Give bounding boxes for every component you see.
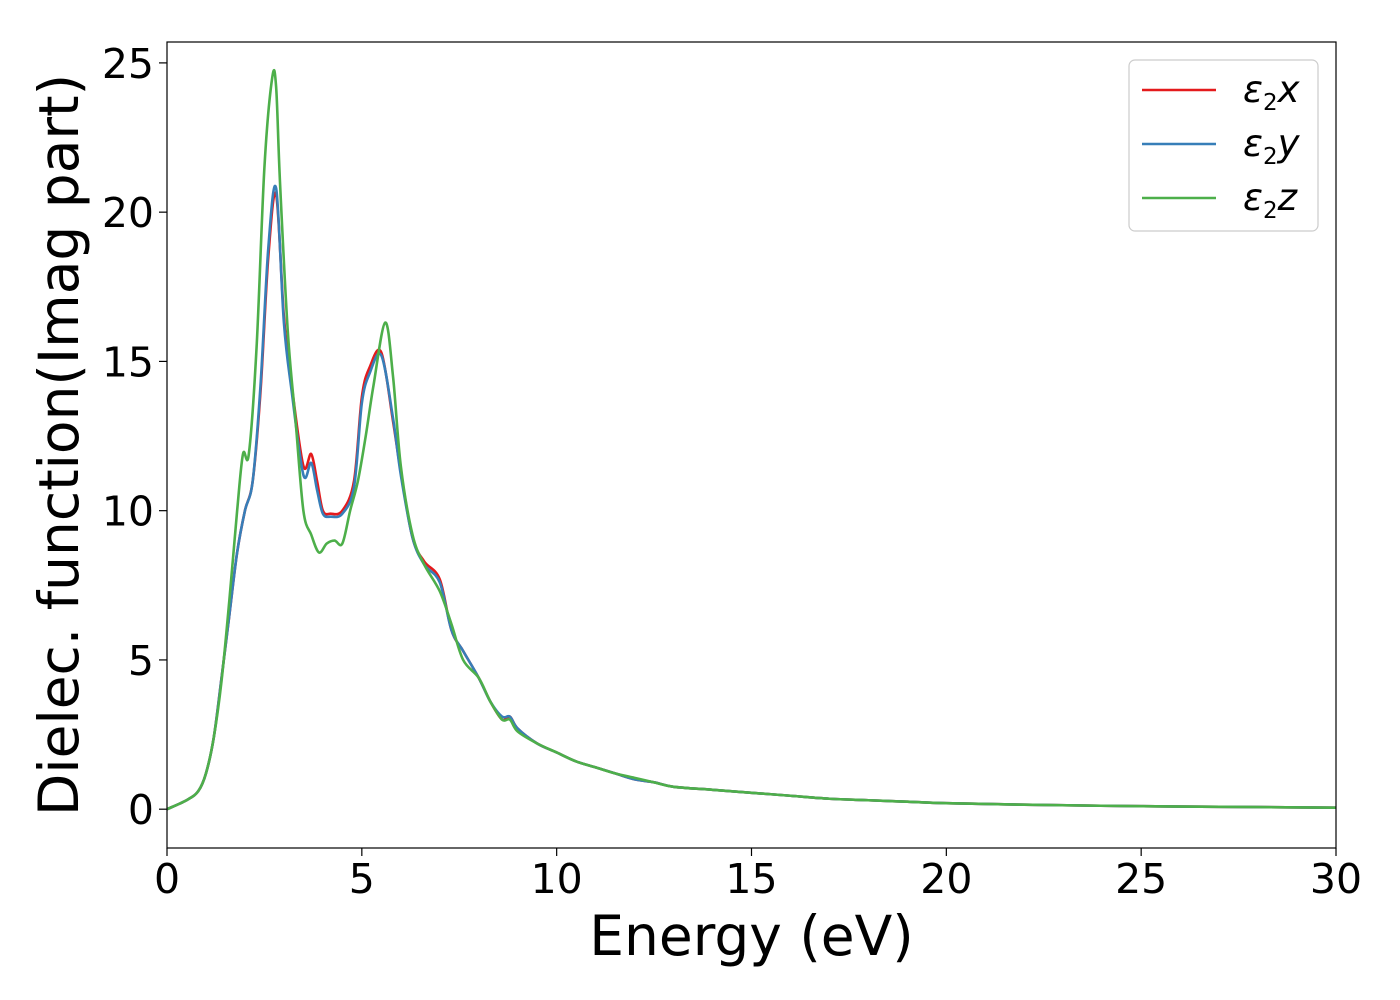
legend-symbol: ε [1243,176,1263,219]
x-tick-label: 25 [1115,855,1167,903]
x-tick-label: 20 [920,855,972,903]
x-tick-label: 30 [1310,855,1362,903]
y-axis-ticks: 0 5 10 15 20 25 [102,40,167,834]
legend-symbol: ε [1243,68,1263,111]
x-tick-label: 5 [349,855,375,903]
x-tick-label: 15 [725,855,777,903]
y-tick-label: 5 [128,637,154,685]
x-tick-label: 0 [154,855,180,903]
legend-symbol: ε [1243,122,1263,165]
y-tick-label: 0 [128,786,154,834]
series-line-z [167,68,1336,811]
legend-component: z [1277,176,1299,219]
y-tick-label: 25 [102,40,154,88]
x-axis-ticks: 0 5 10 15 20 25 30 [154,848,1362,903]
y-axis-label: Dielec. function(Imag part) [27,74,91,816]
y-tick-label: 20 [102,189,154,237]
x-tick-label: 10 [531,855,583,903]
y-tick-label: 15 [102,338,154,386]
legend-subscript: 2 [1263,90,1278,116]
x-axis-label: Energy (eV) [589,904,913,968]
legend-component: x [1277,68,1301,111]
legend-frame [1128,59,1319,232]
legend-label-z: ε2z [1243,176,1299,224]
legend-subscript: 2 [1263,144,1278,170]
legend-component: y [1277,122,1301,165]
y-tick-label: 10 [102,488,154,536]
plot-frame [166,41,1337,849]
series-lines [167,68,1336,811]
legend-label-y: ε2y [1243,122,1301,170]
legend-subscript: 2 [1263,198,1278,224]
legend-label-x: ε2x [1243,68,1301,116]
